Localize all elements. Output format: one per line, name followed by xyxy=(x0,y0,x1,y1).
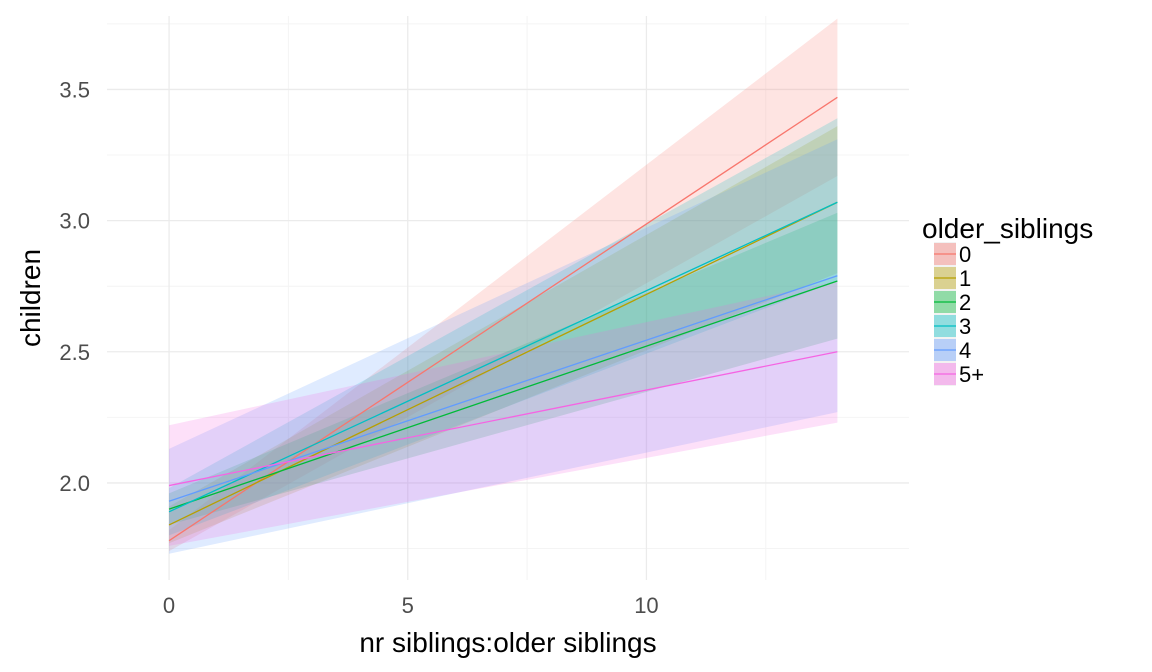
series-line-2 xyxy=(168,280,838,510)
y-tick-label: 2.0 xyxy=(59,471,90,496)
series-lines xyxy=(168,96,838,542)
ribbon-1 xyxy=(169,126,838,544)
series-line-0 xyxy=(168,96,838,542)
ribbon-2 xyxy=(169,212,838,525)
series-line-5+ xyxy=(168,351,838,487)
y-axis-title: children xyxy=(15,249,46,347)
ribbon-0 xyxy=(169,18,838,552)
legend-item: 5+ xyxy=(934,362,984,387)
x-tick-label: 5 xyxy=(402,593,414,618)
legend-label: 2 xyxy=(959,290,971,315)
x-tick-label: 0 xyxy=(163,593,175,618)
y-tick-label: 2.5 xyxy=(59,340,90,365)
legend-item: 0 xyxy=(934,242,971,267)
y-axis-ticks: 2.0 2.5 3.0 3.5 xyxy=(59,77,90,495)
x-axis-title: nr siblings:older siblings xyxy=(359,627,656,658)
ribbon-4 xyxy=(169,139,838,554)
legend-title: older_siblings xyxy=(922,213,1093,244)
y-tick-label: 3.5 xyxy=(59,77,90,102)
legend-label: 3 xyxy=(959,314,971,339)
legend-item: 1 xyxy=(934,266,971,291)
series-line-3 xyxy=(168,201,838,513)
legend-label: 4 xyxy=(959,338,971,363)
legend-item: 2 xyxy=(934,290,971,315)
ribbon-5+ xyxy=(169,280,838,546)
confidence-ribbons xyxy=(169,18,838,554)
legend-label: 0 xyxy=(959,242,971,267)
legend-label: 1 xyxy=(959,266,971,291)
y-tick-label: 3.0 xyxy=(59,209,90,234)
legend-item: 4 xyxy=(934,338,971,363)
x-tick-label: 10 xyxy=(634,593,658,618)
legend-item: 3 xyxy=(934,314,971,339)
ribbon-3 xyxy=(169,118,838,536)
legend-label: 5+ xyxy=(959,362,984,387)
x-axis-ticks: 0 5 10 xyxy=(163,593,659,618)
